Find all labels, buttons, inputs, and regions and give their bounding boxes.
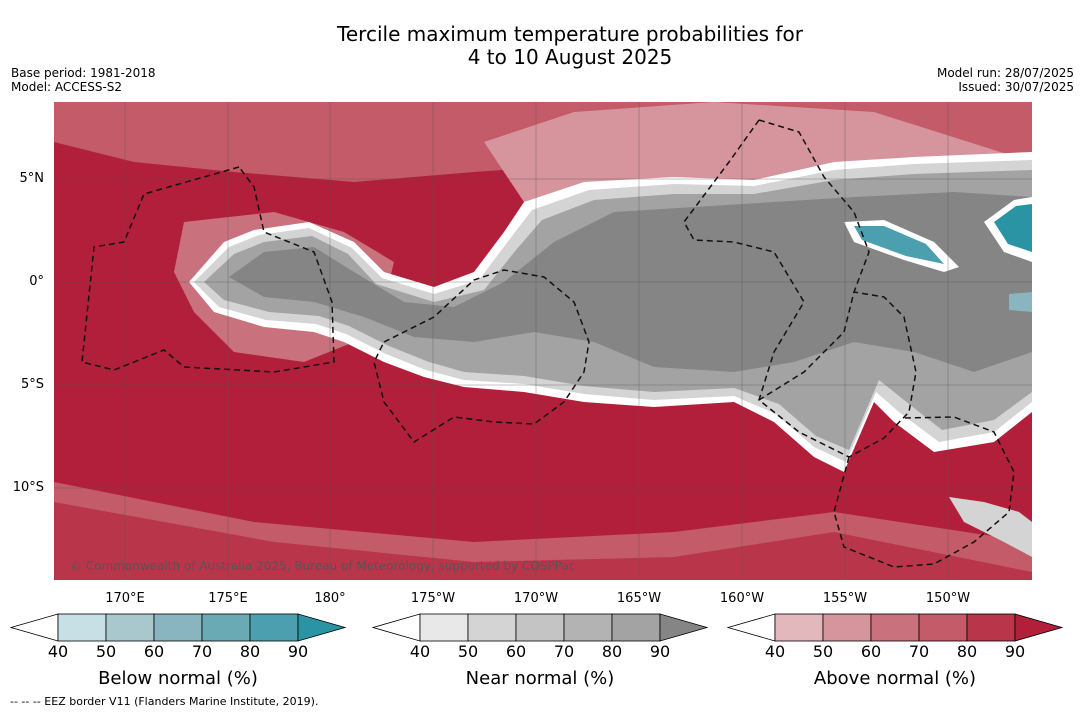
colorbar-near-low-extend	[372, 613, 421, 642]
lon-label-160w: 160°W	[719, 591, 765, 606]
colorbar-below-tick-90: 90	[287, 642, 309, 661]
lat-label-0: 0°	[29, 274, 44, 289]
colorbar-above-segment-1	[774, 613, 824, 642]
colorbar-near-tick-40: 40	[409, 642, 431, 661]
colorbar-above-low-extend	[727, 613, 776, 642]
model-name: Model: ACCESS-S2	[11, 80, 123, 94]
colorbar-above-tick-90: 90	[1004, 642, 1026, 661]
colorbar-below-tick-50: 50	[95, 642, 117, 661]
below-normal-patch-small	[1009, 292, 1032, 312]
colorbar-below-tick-80: 80	[239, 642, 261, 661]
colorbar-near-tick-50: 50	[457, 642, 479, 661]
colorbar-above-high-extend	[1014, 613, 1064, 642]
eez-borders	[81, 119, 1015, 568]
colorbar-below-tick-70: 70	[191, 642, 213, 661]
colorbar-above-tick-40: 40	[764, 642, 786, 661]
map-title-line1: Tercile maximum temperature probabilitie…	[337, 22, 803, 46]
lon-label-180: 180°	[314, 591, 346, 606]
colorbar-below-segment-3	[153, 613, 203, 642]
colorbar-above-segment-5	[966, 613, 1016, 642]
colorbar-below-segment-5	[249, 613, 299, 642]
graticule	[54, 102, 1032, 580]
colorbar-near-segment-5	[611, 613, 661, 642]
map-title-line2: 4 to 10 August 2025	[467, 45, 673, 69]
lon-label-170e: 170°E	[105, 591, 145, 606]
colorbar-above-tick-80: 80	[956, 642, 978, 661]
copyright-notice: © Commonwealth of Australia 2025, Bureau…	[70, 559, 576, 573]
colorbar-label-above: Above normal (%)	[813, 668, 977, 689]
colorbar-below-low-extend	[10, 613, 59, 642]
colorbar-near-tick-80: 80	[601, 642, 623, 661]
lon-label-170w: 170°W	[513, 591, 559, 606]
colorbar-below-tick-60: 60	[143, 642, 165, 661]
model-run-date: Model run: 28/07/2025	[936, 66, 1074, 80]
lon-label-175w: 175°W	[410, 591, 456, 606]
colorbar-near-tick-90: 90	[649, 642, 671, 661]
above-normal-band-south-inner	[54, 502, 1032, 580]
issued-date: Issued: 30/07/2025	[958, 80, 1074, 94]
below-normal-patch-east-fill	[994, 204, 1032, 252]
colorbar-above-tick-60: 60	[860, 642, 882, 661]
colorbar-above-segment-3	[870, 613, 920, 642]
colorbar-near-normal	[372, 613, 709, 642]
colorbar-above-segment-4	[918, 613, 968, 642]
colorbar-below-segment-1	[57, 613, 107, 642]
lon-label-165w: 165°W	[616, 591, 662, 606]
colorbar-near-segment-1	[419, 613, 469, 642]
base-period: Base period: 1981-2018	[11, 66, 156, 80]
lon-label-155w: 155°W	[822, 591, 868, 606]
colorbar-above-normal	[727, 613, 1064, 642]
colorbar-label-near: Near normal (%)	[465, 668, 615, 689]
colorbar-near-segment-4	[563, 613, 613, 642]
lat-label-10s: 10°S	[12, 480, 44, 495]
colorbar-near-segment-2	[467, 613, 517, 642]
colorbar-near-tick-60: 60	[505, 642, 527, 661]
colorbar-label-below: Below normal (%)	[98, 668, 258, 689]
eez-footnote: -- -- -- EEZ border V11 (Flanders Marine…	[10, 695, 319, 708]
colorbar-below-normal	[10, 613, 347, 642]
lon-label-150w: 150°W	[925, 591, 971, 606]
probability-map	[54, 102, 1032, 580]
colorbar-below-high-extend	[297, 613, 347, 642]
colorbar-near-tick-70: 70	[553, 642, 575, 661]
colorbar-near-high-extend	[659, 613, 709, 642]
lat-label-5s: 5°S	[20, 377, 44, 392]
colorbar-above-tick-70: 70	[908, 642, 930, 661]
colorbar-above-tick-50: 50	[812, 642, 834, 661]
colorbar-near-segment-3	[515, 613, 565, 642]
below-normal-patch-center-fill	[854, 226, 944, 264]
lat-label-5n: 5°N	[19, 171, 45, 186]
colorbar-below-tick-40: 40	[47, 642, 69, 661]
lon-label-175e: 175°E	[208, 591, 248, 606]
colorbar-below-segment-2	[105, 613, 155, 642]
colorbar-above-segment-2	[822, 613, 872, 642]
colorbar-below-segment-4	[201, 613, 251, 642]
